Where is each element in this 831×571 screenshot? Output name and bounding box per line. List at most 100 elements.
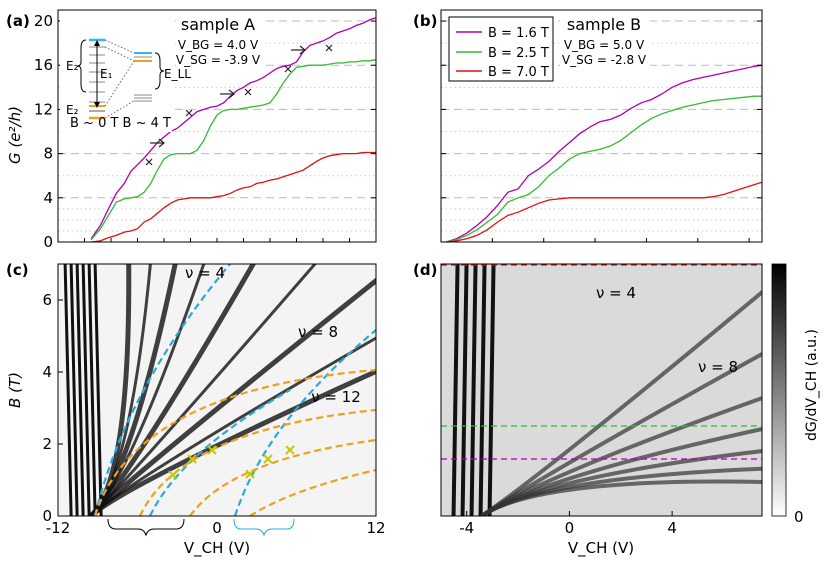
panel-d: (d) -4 0 4 V_CH (V) ν = 4 ν = 8 dG/dV_CH (…: [413, 261, 820, 558]
ytick-label: 8: [43, 145, 53, 163]
vertical-line: [63, 264, 73, 516]
legend-entry-2p5: B = 2.5 T: [488, 46, 549, 61]
panel-b-title-bg: [560, 11, 650, 71]
legend-entry-7p0: B = 7.0 T: [488, 65, 549, 80]
series-line-1: [90, 59, 377, 241]
panel-a: (a) 0 4 8 12 16 20 G (e²/h) sample A V_BG = 4…: [6, 9, 377, 251]
ytick-label: 4: [42, 363, 52, 381]
ytick-label: 0: [42, 507, 52, 525]
xtick-label: 12: [366, 519, 385, 537]
series-line-2: [91, 151, 376, 243]
series-line-0: [445, 64, 763, 243]
panel-d-ticks: -4 0 4: [459, 511, 677, 537]
xtick-label: 0: [565, 519, 575, 537]
yellow-cross: [168, 470, 178, 480]
panel-d-colorbar: [771, 263, 787, 517]
yellow-cross: [187, 454, 197, 464]
panel-b-label: (b): [413, 12, 437, 30]
panel-c-brace-black: [107, 518, 185, 537]
vertical-line: [469, 264, 478, 516]
panel-c-brace-blue: [233, 518, 295, 537]
ytick-label: 2: [42, 435, 52, 453]
cyan-dashed-curve: [233, 329, 376, 516]
orange-dashed-curve: [139, 408, 376, 516]
xtick-label: 4: [667, 519, 677, 537]
cyan-dashed-curve: [149, 389, 291, 516]
panel-b-param-vbg: V_BG = 5.0 V: [564, 38, 645, 52]
yellow-cross: [245, 469, 255, 479]
inset-e2-label: E₂: [66, 59, 79, 73]
panel-b-ticks: [440, 20, 762, 243]
orange-dashed-curve: [249, 468, 376, 516]
vertical-line: [451, 264, 460, 516]
panel-d-heatmap: [441, 264, 762, 516]
panel-a-yticks: 0 4 8 12 16 20: [34, 12, 377, 251]
panel-a-title: sample A: [181, 15, 255, 34]
series-line-0: [90, 17, 377, 240]
colorbar-label: dG/dV_CH (a.u.): [804, 329, 820, 441]
panel-c-heatmap: [58, 264, 376, 516]
panel-d-xlabel: V_CH (V): [568, 539, 634, 558]
panel-c-ylabel: B (T): [6, 372, 24, 408]
panel-d-frame: [440, 263, 763, 517]
colorbar-min-label: 0: [794, 508, 804, 526]
panel-a-title-bg: [176, 11, 262, 71]
vertical-line: [87, 264, 97, 516]
ytick-label: 0: [43, 233, 53, 251]
panel-a-param-vsg: V_SG = -3.9 V: [176, 53, 261, 67]
panel-a-ylabel: G (e²/h): [6, 106, 24, 164]
xtick-label: -4: [459, 519, 474, 537]
panel-a-inset-diagram: E₂ E₁ E₂ E_LL B ~ 0 T B ~ 4 T: [60, 12, 191, 132]
panel-c-xlabel: V_CH (V): [184, 539, 250, 558]
ytick-label: 12: [34, 100, 53, 118]
vertical-line: [460, 264, 469, 516]
cyan-dashed-curve: [93, 264, 231, 516]
vertical-line: [75, 264, 85, 516]
panel-b-title: sample B: [567, 15, 641, 34]
panel-b: (b) sample B V_BG = 5.0 V V_SG = -2.8 V …: [413, 9, 763, 243]
panel-b-param-vsg: V_SG = -2.8 V: [562, 53, 647, 67]
legend-entry-1p6: B = 1.6 T: [488, 26, 549, 41]
panel-c-nu12: ν = 12: [311, 388, 361, 406]
panel-d-nu8: ν = 8: [698, 358, 738, 376]
panel-c-nu4: ν = 4: [185, 264, 225, 282]
ytick-label: 16: [34, 56, 53, 74]
panel-a-series: [90, 17, 377, 243]
ytick-label: 20: [34, 12, 53, 30]
fan-line: [480, 289, 762, 516]
inset-bottom-text: B ~ 0 T B ~ 4 T: [70, 116, 171, 131]
yellow-cross: [207, 445, 217, 455]
vertical-line: [93, 264, 103, 516]
panel-c-frame: [57, 263, 377, 517]
panel-a-label: (a): [6, 12, 30, 30]
panel-c-label: (c): [6, 261, 29, 279]
yellow-cross: [285, 445, 295, 455]
panel-a-markers: [145, 44, 333, 166]
orange-dashed-curve: [189, 438, 376, 516]
xtick-label: -12: [46, 519, 71, 537]
vertical-line: [478, 264, 487, 516]
xtick-label: 0: [212, 519, 222, 537]
yellow-cross: [263, 454, 273, 464]
inset-e2-lower-label: E₂: [66, 103, 79, 117]
series-line-1: [445, 95, 762, 243]
panel-c-nu8: ν = 8: [298, 323, 338, 341]
inset-e1-label: E₁: [100, 67, 113, 81]
panel-d-label: (d): [413, 261, 437, 279]
vertical-line: [487, 264, 496, 516]
series-line-2: [446, 181, 763, 243]
panel-a-param-vbg: V_BG = 4.0 V: [178, 38, 259, 52]
ytick-label: 4: [43, 189, 53, 207]
panel-b-frame: [440, 9, 763, 243]
panel-b-series: [445, 64, 763, 243]
inset-ell-label: E_LL: [164, 67, 191, 81]
vertical-line: [69, 264, 79, 516]
panel-d-nu4: ν = 4: [596, 284, 636, 302]
ytick-label: 6: [42, 291, 52, 309]
panel-b-legend: B = 1.6 T B = 2.5 T B = 7.0 T: [448, 16, 554, 82]
orange-dashed-curve: [93, 368, 376, 516]
vertical-line: [81, 264, 91, 516]
